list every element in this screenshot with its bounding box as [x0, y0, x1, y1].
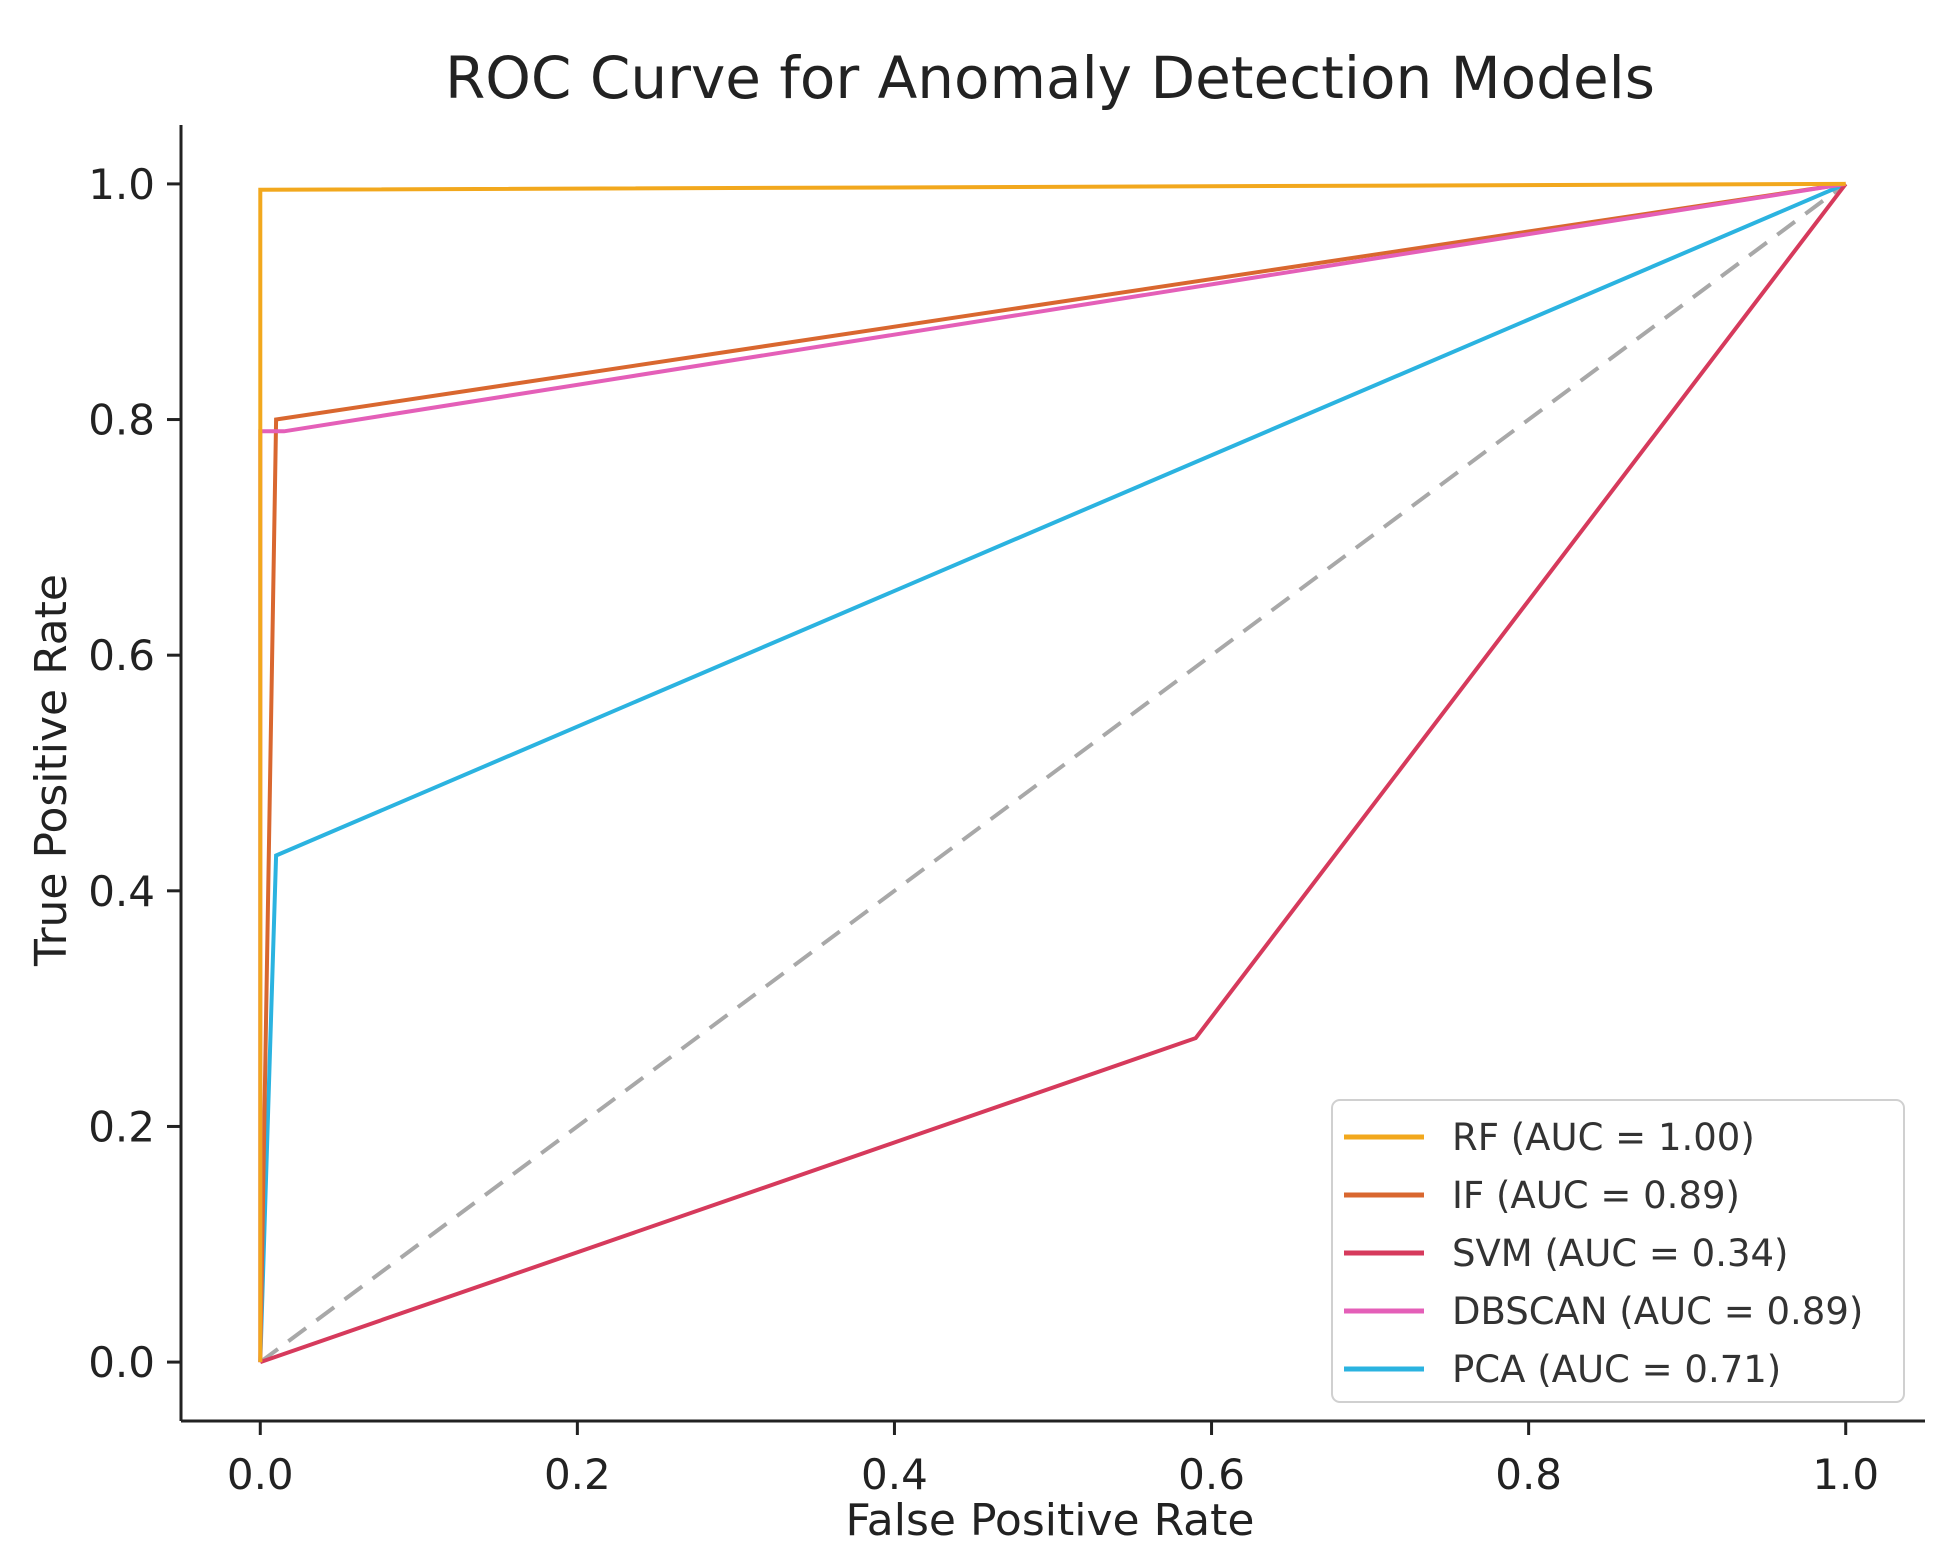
- x-tick-label: 0.0: [227, 1450, 294, 1499]
- legend-label-if: IF (AUC = 0.89): [1452, 1174, 1740, 1217]
- legend: RF (AUC = 1.00) IF (AUC = 0.89) SVM (AUC =…: [1331, 1099, 1905, 1403]
- series-group: [258, 181, 1848, 1364]
- y-tick-label: 0.2: [88, 1102, 155, 1151]
- legend-label-dbscan: DBSCAN (AUC = 0.89): [1452, 1290, 1863, 1333]
- x-tick-label: 1.0: [1812, 1450, 1879, 1499]
- x-tick-label: 0.6: [1178, 1450, 1245, 1499]
- chance-diagonal-line: [259, 182, 1847, 1364]
- y-tick-label: 0.8: [88, 396, 155, 445]
- x-tick-label: 0.2: [544, 1450, 611, 1499]
- x-axis-label: False Positive Rate: [846, 1495, 1255, 1546]
- y-axis-label: True Positive Rate: [26, 574, 77, 967]
- series-line-pca: [258, 182, 1847, 1363]
- legend-label-svm: SVM (AUC = 0.34): [1452, 1232, 1789, 1275]
- series-line-rf: [258, 181, 1846, 1363]
- y-tick-label: 1.0: [88, 160, 155, 209]
- x-tick-label: 0.4: [861, 1450, 928, 1499]
- y-tick-label: 0.6: [88, 631, 155, 680]
- legend-items: RF (AUC = 1.00) IF (AUC = 0.89) SVM (AUC =…: [1344, 1116, 1863, 1391]
- series-line-if: [258, 181, 1846, 1363]
- y-tick-label: 0.4: [88, 867, 155, 916]
- series-line-svm: [259, 182, 1848, 1364]
- axis-ticks: 0.0 0.2 0.4 0.6 0.8 1.0 0.0 0.2 0.4 0.6 0.8 1.0: [88, 160, 1879, 1499]
- x-tick-label: 0.8: [1495, 1450, 1562, 1499]
- legend-label-pca: PCA (AUC = 0.71): [1452, 1348, 1781, 1391]
- chart-title: ROC Curve for Anomaly Detection Models: [445, 44, 1655, 112]
- legend-label-rf: RF (AUC = 1.00): [1452, 1116, 1755, 1159]
- y-tick-label: 0.0: [88, 1338, 155, 1387]
- reference-line-group: [259, 182, 1847, 1364]
- legend-box: [1331, 1099, 1905, 1403]
